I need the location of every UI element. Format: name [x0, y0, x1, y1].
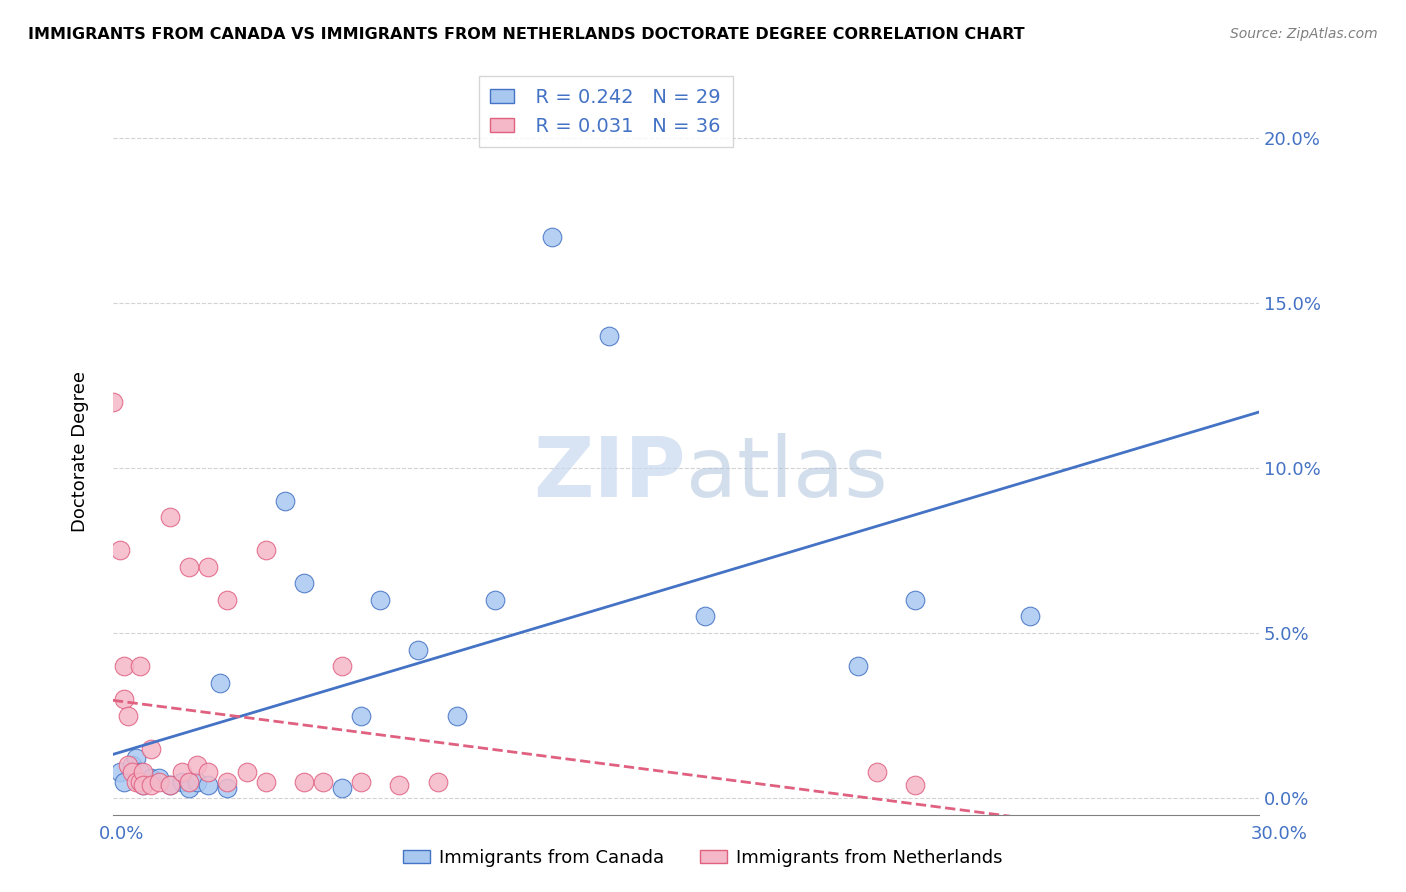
Point: [866, 764, 889, 779]
Point: [254, 774, 277, 789]
Point: [101, 395, 124, 409]
Point: [197, 778, 219, 792]
Point: [217, 774, 239, 789]
Point: [330, 659, 353, 673]
Point: [426, 774, 449, 789]
Point: [484, 593, 506, 607]
Point: [112, 659, 135, 673]
Text: atlas: atlas: [686, 433, 887, 514]
Point: [121, 758, 143, 772]
Point: [846, 659, 869, 673]
Point: [217, 593, 239, 607]
Point: [368, 593, 391, 607]
Point: [541, 230, 564, 244]
Point: [330, 781, 353, 796]
Point: [148, 771, 170, 785]
Legend: Immigrants from Canada, Immigrants from Netherlands: Immigrants from Canada, Immigrants from …: [396, 842, 1010, 874]
Point: [312, 774, 335, 789]
Point: [254, 543, 277, 558]
Point: [132, 764, 155, 779]
Point: [139, 771, 162, 785]
Point: [117, 758, 139, 772]
Point: [408, 642, 430, 657]
Point: [148, 774, 170, 789]
Point: [904, 593, 927, 607]
Point: [350, 774, 373, 789]
Point: [110, 543, 132, 558]
Point: [179, 560, 201, 574]
Point: [186, 758, 208, 772]
Legend:   R = 0.242   N = 29,   R = 0.031   N = 36: R = 0.242 N = 29, R = 0.031 N = 36: [478, 76, 733, 147]
Point: [121, 764, 143, 779]
Point: [693, 609, 716, 624]
Point: [170, 774, 193, 789]
Point: [197, 560, 219, 574]
Point: [186, 774, 208, 789]
Point: [208, 675, 231, 690]
Point: [446, 708, 468, 723]
Point: [112, 692, 135, 706]
Text: Source: ZipAtlas.com: Source: ZipAtlas.com: [1230, 27, 1378, 41]
Point: [128, 659, 150, 673]
Point: [350, 708, 373, 723]
Point: [179, 781, 201, 796]
Point: [117, 708, 139, 723]
Text: 30.0%: 30.0%: [1251, 825, 1308, 843]
Point: [274, 494, 297, 508]
Point: [159, 510, 181, 524]
Point: [292, 774, 315, 789]
Point: [217, 781, 239, 796]
Point: [598, 329, 620, 343]
Point: [1018, 609, 1040, 624]
Point: [159, 778, 181, 792]
Point: [179, 774, 201, 789]
Point: [132, 778, 155, 792]
Text: ZIP: ZIP: [533, 433, 686, 514]
Point: [904, 778, 927, 792]
Point: [159, 778, 181, 792]
Text: 0.0%: 0.0%: [98, 825, 143, 843]
Point: [132, 778, 155, 792]
Point: [112, 774, 135, 789]
Y-axis label: Doctorate Degree: Doctorate Degree: [72, 371, 89, 532]
Point: [197, 764, 219, 779]
Point: [170, 764, 193, 779]
Point: [128, 774, 150, 789]
Point: [388, 778, 411, 792]
Point: [139, 778, 162, 792]
Point: [125, 751, 148, 765]
Point: [235, 764, 257, 779]
Point: [292, 576, 315, 591]
Point: [139, 741, 162, 756]
Point: [125, 774, 148, 789]
Point: [110, 764, 132, 779]
Text: IMMIGRANTS FROM CANADA VS IMMIGRANTS FROM NETHERLANDS DOCTORATE DEGREE CORRELATI: IMMIGRANTS FROM CANADA VS IMMIGRANTS FRO…: [28, 27, 1025, 42]
Point: [128, 764, 150, 779]
